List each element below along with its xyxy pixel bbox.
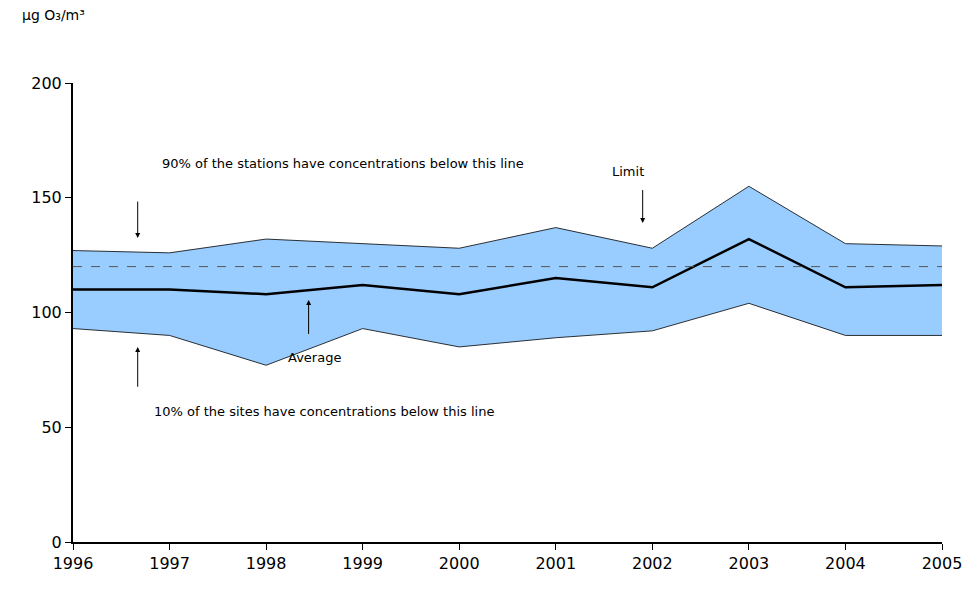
svg-text:100: 100	[31, 303, 62, 322]
svg-text:2003: 2003	[729, 554, 770, 573]
svg-text:µg O₃/m³: µg O₃/m³	[22, 7, 85, 23]
svg-text:150: 150	[31, 188, 62, 207]
svg-text:2002: 2002	[632, 554, 673, 573]
svg-text:1999: 1999	[342, 554, 383, 573]
svg-text:2000: 2000	[439, 554, 480, 573]
svg-text:1997: 1997	[149, 554, 190, 573]
svg-text:50: 50	[41, 418, 61, 437]
svg-text:2001: 2001	[535, 554, 576, 573]
svg-text:1998: 1998	[246, 554, 287, 573]
svg-text:200: 200	[31, 74, 62, 93]
svg-text:Limit: Limit	[612, 164, 644, 179]
svg-text:2004: 2004	[825, 554, 866, 573]
svg-text:10% of the sites have concentr: 10% of the sites have concentrations bel…	[154, 404, 494, 419]
svg-text:1996: 1996	[53, 554, 94, 573]
svg-text:90% of the stations have conce: 90% of the stations have concentrations …	[162, 156, 524, 171]
svg-text:0: 0	[52, 533, 62, 552]
svg-text:Average: Average	[288, 350, 341, 365]
svg-text:2005: 2005	[922, 554, 963, 573]
